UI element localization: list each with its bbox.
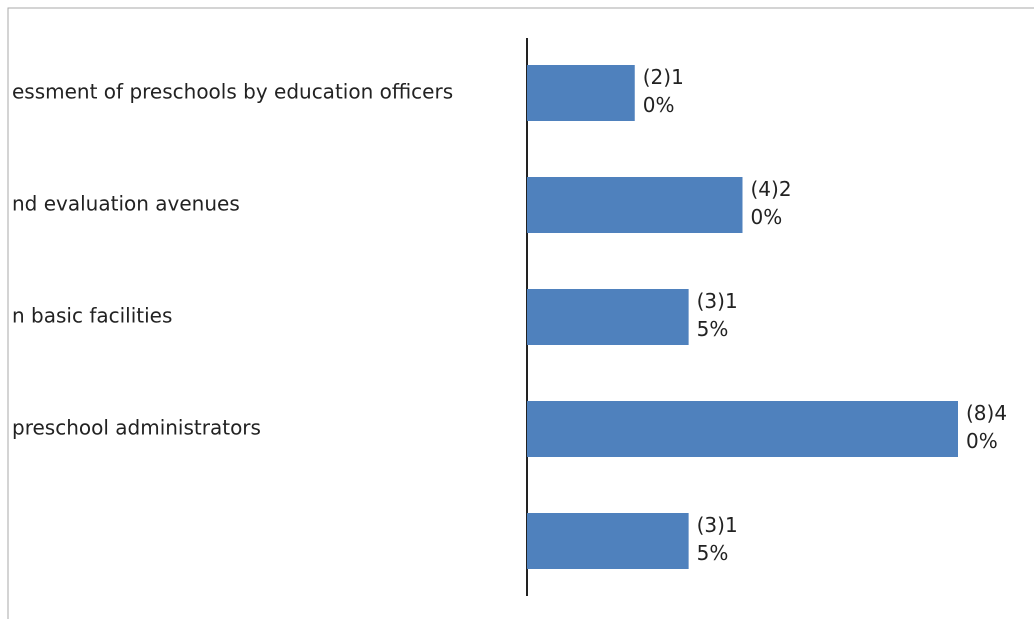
bar: [527, 513, 689, 569]
bar: [527, 401, 958, 457]
value-label: (3)15%: [696, 289, 738, 341]
category-label: nd evaluation avenues: [12, 192, 240, 216]
value-label: (2)10%: [642, 65, 684, 117]
category-label: preschool administrators: [12, 416, 261, 440]
value-label-box: (3)15%: [696, 289, 738, 341]
value-label: (4)20%: [750, 177, 792, 229]
value-label-box: (8)40%: [966, 401, 1008, 453]
value-label-box: (3)15%: [696, 513, 738, 565]
value-label: (3)15%: [696, 513, 738, 565]
bar: [527, 65, 635, 121]
bar: [527, 177, 743, 233]
category-label: n basic facilities: [12, 304, 172, 328]
category-label: essment of preschools by education offic…: [12, 80, 453, 104]
frame: [7, 7, 1034, 619]
value-label: (8)40%: [966, 401, 1008, 453]
value-label-box: (4)20%: [750, 177, 792, 229]
bar: [527, 289, 689, 345]
value-label-box: (2)10%: [642, 65, 684, 117]
